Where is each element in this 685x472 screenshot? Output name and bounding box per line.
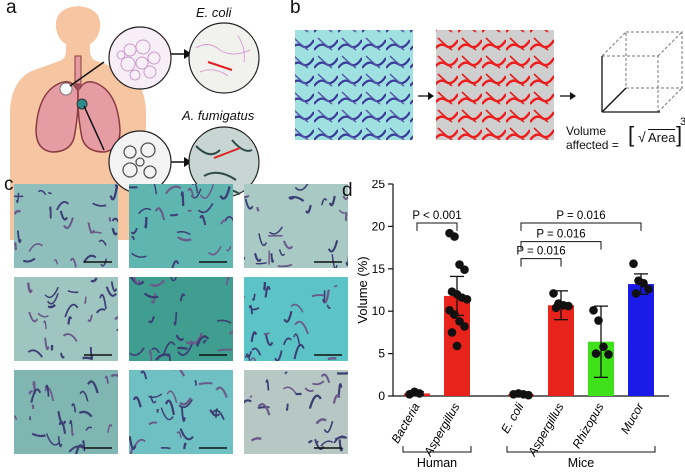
panel-d-label: d xyxy=(342,180,353,201)
significance-bracket xyxy=(520,222,642,232)
formula-volume: Volume xyxy=(566,124,607,138)
group-bracket xyxy=(402,446,472,453)
significance-bracket xyxy=(416,222,458,232)
data-point xyxy=(452,341,462,351)
tissue-tile xyxy=(129,184,233,268)
tissue-tile xyxy=(129,370,233,454)
significance-label: P = 0.016 xyxy=(516,246,565,258)
bar xyxy=(628,284,654,396)
data-point xyxy=(462,295,472,304)
data-point xyxy=(524,390,533,400)
data-point xyxy=(551,303,561,313)
y-tick-label: 20 xyxy=(372,219,386,233)
data-point xyxy=(564,301,573,311)
data-point xyxy=(450,232,459,241)
tissue-tile xyxy=(244,277,348,361)
data-point xyxy=(549,289,558,298)
histology-circle-2 xyxy=(188,22,260,94)
x-tick-label: E. coli xyxy=(498,400,527,436)
formula-bracket: [ xyxy=(628,122,635,147)
panel-c-label: c xyxy=(4,174,14,195)
data-point xyxy=(460,265,469,274)
y-tick-label: 25 xyxy=(372,180,386,191)
x-tick-label: Mucor xyxy=(618,400,647,437)
data-point xyxy=(450,310,459,319)
data-point xyxy=(589,306,598,315)
tissue-tile xyxy=(14,184,118,268)
data-point xyxy=(644,284,653,294)
data-point xyxy=(447,328,457,337)
tissue-tile xyxy=(129,277,233,361)
group-label: Human xyxy=(417,456,457,470)
tissue-tile xyxy=(244,184,348,268)
panel-a-label: a xyxy=(6,0,17,18)
data-point xyxy=(599,342,608,352)
sqrt-symbol: √ xyxy=(638,129,646,145)
data-point xyxy=(631,289,641,298)
y-axis-label: Volume (%) xyxy=(355,256,370,323)
afumigatus-title: A. fumigatus xyxy=(182,108,255,123)
data-point xyxy=(594,316,603,325)
bar xyxy=(548,305,574,396)
tissue-tile xyxy=(244,370,348,454)
y-tick-label: 15 xyxy=(372,262,386,276)
data-point xyxy=(604,350,613,359)
significance-bracket xyxy=(520,241,602,250)
x-tick-label: Aspergillus xyxy=(525,401,567,460)
data-point xyxy=(591,349,601,358)
group-bracket xyxy=(506,446,656,453)
stained-section-image xyxy=(295,30,413,140)
y-tick-label: 10 xyxy=(372,304,386,318)
formula-affected: affected = xyxy=(566,138,619,152)
data-point xyxy=(639,278,648,288)
tissue-tile xyxy=(14,277,118,361)
lungs-icon xyxy=(35,55,121,153)
y-tick-label: 5 xyxy=(378,347,385,361)
human-silhouette xyxy=(10,6,146,240)
significance-label: P = 0.016 xyxy=(556,210,605,222)
formula-exponent: 3 xyxy=(680,116,685,128)
segmented-section-image xyxy=(436,30,554,140)
panel-b-figure xyxy=(295,30,683,140)
panel-a-figure xyxy=(10,6,260,240)
ecoli-title: E. coli xyxy=(196,5,232,20)
significance-label: P < 0.001 xyxy=(412,210,461,222)
formula-area: Area xyxy=(648,129,676,145)
panel-b-label: b xyxy=(290,0,301,18)
tissue-image-grid xyxy=(14,184,352,464)
formula-bracket-close: ] xyxy=(676,122,683,147)
x-tick-label: Bacteria xyxy=(388,400,422,445)
data-point xyxy=(629,259,638,269)
group-label: Mice xyxy=(568,456,594,470)
data-point xyxy=(415,389,424,398)
tissue-tile xyxy=(14,370,118,454)
data-point xyxy=(460,322,469,331)
significance-bracket xyxy=(520,258,562,267)
significance-label: P = 0.016 xyxy=(536,229,585,241)
y-tick-label: 0 xyxy=(378,389,385,403)
x-tick-label: Rhizopus xyxy=(569,401,606,451)
x-tick-label: Aspergillus xyxy=(421,401,463,460)
